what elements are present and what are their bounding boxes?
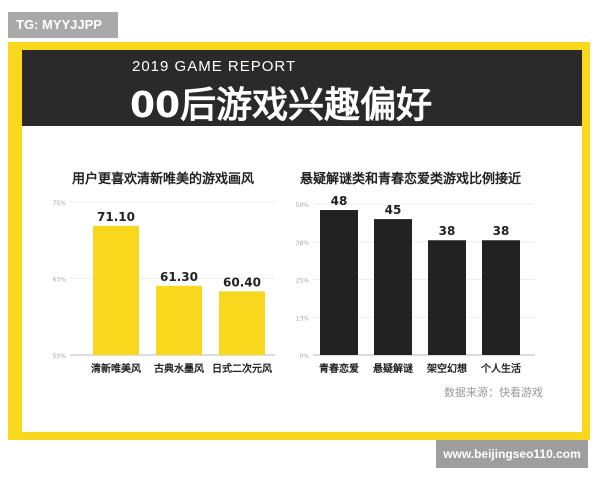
bar xyxy=(93,225,139,355)
bar xyxy=(219,291,265,355)
y-tick-label: 50% xyxy=(296,202,310,209)
y-tick-label: 63% xyxy=(53,277,67,284)
data-label: 45 xyxy=(385,203,402,217)
x-tick-label: 架空幻想 xyxy=(426,362,467,375)
x-tick-label: 清新唯美风 xyxy=(91,362,141,375)
report-title: 00后游戏兴趣偏好 xyxy=(130,85,433,126)
x-tick-label: 古典水墨风 xyxy=(154,362,204,375)
y-tick-label: 25% xyxy=(296,278,310,285)
bar xyxy=(156,285,202,355)
bar xyxy=(482,240,520,355)
bar xyxy=(374,219,412,355)
data-source: 数据来源：快看游戏 xyxy=(444,386,543,399)
report-header: 2019 GAME REPORT 00后游戏兴趣偏好 xyxy=(22,50,582,126)
data-label: 48 xyxy=(331,194,348,208)
bar xyxy=(428,240,466,355)
data-label: 60.40 xyxy=(223,275,261,289)
left-chart-title: 用户更喜欢清新唯美的游戏画风 xyxy=(72,172,255,187)
watermark-badge: TG: MYYJJPP xyxy=(8,12,118,38)
data-label: 61.30 xyxy=(160,270,198,284)
y-tick-label: 38% xyxy=(296,240,310,247)
data-label: 38 xyxy=(493,224,510,238)
y-tick-label: 13% xyxy=(296,315,310,322)
data-label: 71.10 xyxy=(97,210,135,224)
right-chart-title: 悬疑解谜类和青春恋爱类游戏比例接近 xyxy=(300,172,522,187)
x-tick-label: 青春恋爱 xyxy=(319,362,359,375)
y-tick-label: 0% xyxy=(299,353,309,360)
x-tick-label: 日式二次元风 xyxy=(212,362,272,375)
y-tick-label: 75% xyxy=(53,200,67,207)
x-tick-label: 个人生活 xyxy=(480,362,521,375)
url-badge: www.beijingseo110.com xyxy=(436,440,588,468)
bar xyxy=(320,210,358,355)
report-subtitle: 2019 GAME REPORT xyxy=(132,58,297,75)
data-label: 38 xyxy=(439,224,456,238)
x-tick-label: 悬疑解谜 xyxy=(372,362,413,375)
y-tick-label: 50% xyxy=(53,353,67,360)
